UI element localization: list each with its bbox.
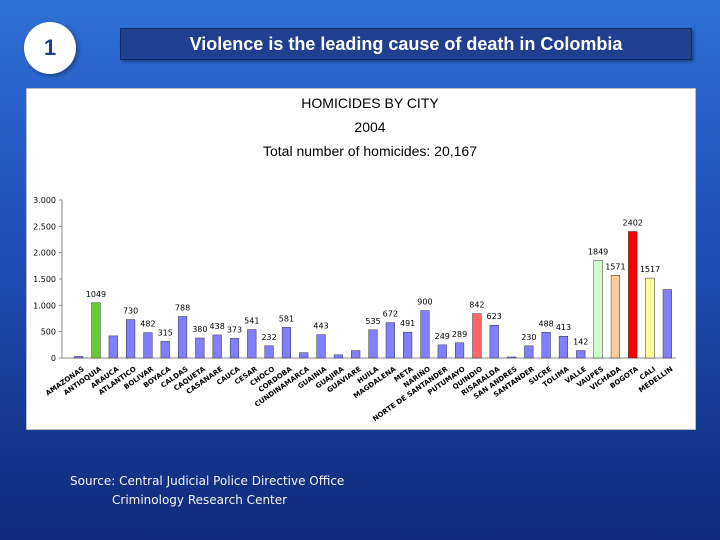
data-label: 438 [210,322,225,331]
bar-chart: HOMICIDES BY CITY 2004 Total number of hom… [26,88,696,430]
bar-cali [645,277,655,359]
data-label: 289 [452,330,467,339]
bar-bolivar [143,332,153,359]
bar-tolima [558,335,569,359]
y-tick-label: 500 [41,328,56,337]
bar-quindio [472,313,482,359]
data-label: 488 [539,319,554,328]
chart-title-line-2: 2004 [354,119,385,135]
bar-cundinamarca [299,352,309,359]
bar-casanare [212,334,222,359]
source-line-1: Source: Central Judicial Police Directiv… [70,474,345,488]
bar-caldas [177,316,188,359]
data-label: 1849 [588,248,608,257]
bar-guaviare [351,350,361,359]
bar-antioquia [91,302,101,359]
data-label: 413 [556,323,571,332]
data-label: 842 [469,301,484,310]
y-tick-label: 2.500 [33,222,56,231]
data-label: 230 [521,333,536,342]
data-label: 491 [400,319,415,328]
data-label: 1049 [86,290,106,299]
bar-atlantico [126,319,136,359]
source-note: Source: Central Judicial Police Directiv… [70,472,430,510]
bar-valle [576,350,586,359]
bar-magdalena [385,322,395,359]
headline-text: Violence is the leading cause of death i… [189,33,623,54]
bar-amazonas [74,356,84,359]
bar-arauca [108,335,118,359]
bar-san-andres [506,356,517,359]
slide-number: 1 [43,35,57,60]
bar-putumayo [454,342,465,359]
data-label: 541 [244,317,259,326]
bar-nari-o [420,310,430,359]
y-tick-label: 0 [51,354,56,363]
chart-panel: HOMICIDES BY CITY 2004 Total number of hom… [26,88,696,430]
bar-choco [264,345,274,359]
data-label: 232 [261,333,276,342]
bar-vaupes [593,260,603,359]
bar-caqueta [195,337,205,359]
data-label: 535 [365,317,380,326]
bar-bogota [628,231,638,359]
bar-guainia [316,334,326,359]
data-label: 672 [383,310,398,319]
data-label: 315 [158,328,173,337]
data-label: 249 [435,332,450,341]
headline-banner: Violence is the leading cause of death i… [120,28,692,60]
bar-cesar [247,329,257,359]
bar-cordoba [281,327,292,359]
data-label: 1517 [640,265,660,274]
bar-risaralda [489,324,499,359]
bar-guajira [333,354,343,359]
data-label: 581 [279,314,294,323]
bar-vichada [610,275,620,359]
chart-title-line-3: Total number of homicides: 20,167 [263,143,477,159]
data-label: 730 [123,307,138,316]
data-label: 1571 [605,262,625,271]
data-label: 380 [192,325,207,334]
bar-medellin [662,289,672,359]
data-label: 900 [417,298,432,307]
y-tick-label: 1.500 [33,275,56,284]
data-label: 2402 [623,218,643,227]
bar-santander [524,345,534,359]
y-tick-label: 1.000 [33,301,56,310]
bar-meta [403,331,413,359]
data-label: 373 [227,325,242,334]
bar-cauca [229,338,240,359]
chart-background [26,88,696,430]
y-tick-label: 2.000 [33,249,56,258]
source-line-2: Criminology Research Center [112,493,288,507]
bar-huila [368,329,378,359]
data-label: 788 [175,303,190,312]
data-label: 142 [573,338,588,347]
slide-number-badge: 1 [24,22,76,74]
data-label: 623 [487,312,502,321]
chart-title-line-1: HOMICIDES BY CITY [301,95,439,111]
data-label: 443 [313,322,328,331]
bar-norte-de-santander [437,344,447,359]
bar-sucre [541,332,551,359]
bar-boyaca [160,341,170,359]
data-label: 482 [140,320,155,329]
y-tick-label: 3.000 [33,196,56,205]
